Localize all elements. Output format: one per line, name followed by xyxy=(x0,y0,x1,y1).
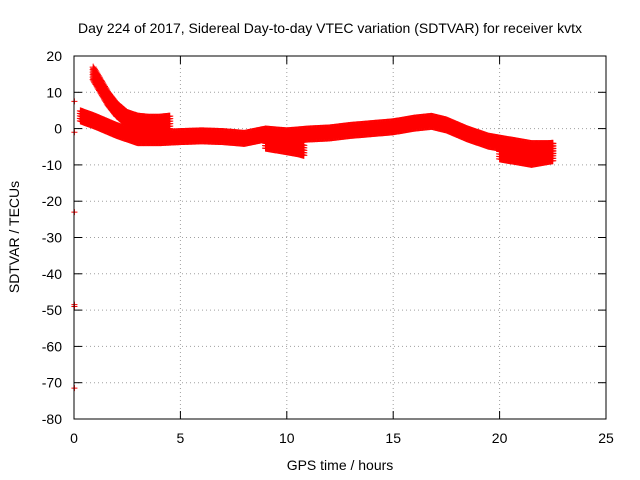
x-tick-label: 10 xyxy=(279,430,295,446)
y-tick-label: 10 xyxy=(46,84,62,100)
y-tick-label: -50 xyxy=(42,302,62,318)
y-tick-label: -80 xyxy=(42,411,62,427)
y-axis-label: SDTVAR / TECUs xyxy=(6,181,22,293)
grid xyxy=(74,56,606,419)
y-tick-label: 0 xyxy=(54,121,62,137)
y-tick-label: -40 xyxy=(42,266,62,282)
y-tick-label: -70 xyxy=(42,375,62,391)
series-track-upper xyxy=(89,63,174,134)
y-tick-label: -10 xyxy=(42,157,62,173)
x-tick-label: 5 xyxy=(177,430,185,446)
x-axis-label: GPS time / hours xyxy=(287,457,394,473)
x-tick-label: 0 xyxy=(70,430,78,446)
chart-title: Day 224 of 2017, Sidereal Day-to-day VTE… xyxy=(78,20,582,36)
x-tick-label: 25 xyxy=(598,430,614,446)
x-tick-label: 20 xyxy=(492,430,508,446)
y-tick-label: -20 xyxy=(42,193,62,209)
y-tick-label: 20 xyxy=(46,48,62,64)
data-points xyxy=(71,63,557,392)
y-tick-label: -60 xyxy=(42,338,62,354)
series-track-spread xyxy=(496,137,557,168)
y-tick-label: -30 xyxy=(42,230,62,246)
x-tick-label: 15 xyxy=(385,430,401,446)
